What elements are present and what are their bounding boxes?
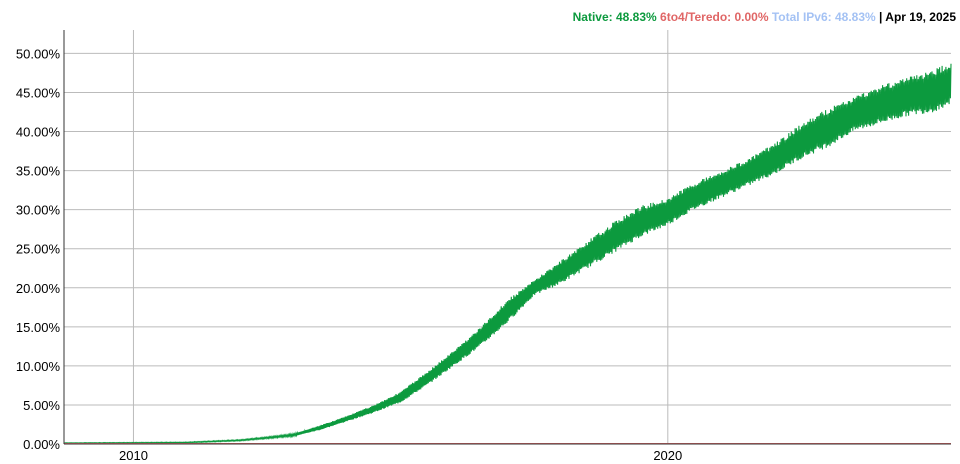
chart-legend: Native: 48.83% 6to4/Teredo: 0.00% Total … bbox=[573, 10, 956, 24]
axes bbox=[63, 30, 951, 445]
y-tick-label: 10.00% bbox=[16, 359, 61, 374]
y-tick-label: 25.00% bbox=[16, 242, 61, 257]
legend-total: Total IPv6: 48.83% bbox=[771, 10, 876, 24]
legend-native: Native: 48.83% bbox=[572, 10, 657, 24]
y-tick-label: 45.00% bbox=[16, 85, 61, 100]
x-tick-label: 2010 bbox=[119, 448, 148, 463]
tick-labels: 0.00% 5.00% 10.00% 15.00% 20.00% 25.00% 30.00%… bbox=[16, 46, 682, 463]
y-tick-label: 0.00% bbox=[23, 437, 60, 452]
series-line-native bbox=[63, 63, 952, 445]
y-tick-label: 15.00% bbox=[16, 320, 61, 335]
y-tick-label: 30.00% bbox=[16, 203, 61, 218]
legend-date: | Apr 19, 2025 bbox=[879, 10, 956, 24]
y-tick-label: 20.00% bbox=[16, 281, 61, 296]
legend-teredo: 6to4/Teredo: 0.00% bbox=[660, 10, 769, 24]
series-layer bbox=[63, 63, 952, 445]
x-tick-label: 2020 bbox=[653, 448, 682, 463]
y-tick-label: 40.00% bbox=[16, 125, 61, 140]
grid-lines bbox=[64, 30, 951, 444]
y-tick-label: 50.00% bbox=[16, 46, 61, 61]
y-tick-label: 5.00% bbox=[23, 398, 60, 413]
y-tick-label: 35.00% bbox=[16, 164, 61, 179]
